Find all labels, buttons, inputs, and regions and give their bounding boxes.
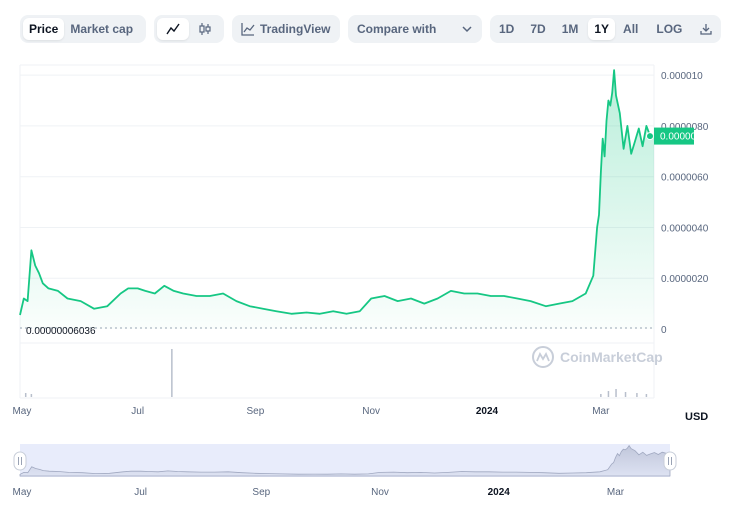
range-1d[interactable]: 1D — [499, 22, 515, 36]
min-price-label: 0.00000006036 — [26, 326, 96, 337]
navigator-label: 2024 — [488, 487, 511, 498]
candlestick-icon[interactable] — [189, 18, 221, 40]
range-1m[interactable]: 1M — [561, 22, 579, 36]
volume-bar — [624, 392, 627, 397]
currency-label: USD — [685, 411, 709, 423]
y-tick-label: 0.0000060 — [661, 173, 709, 184]
range-navigator — [20, 444, 670, 477]
volume-bar — [645, 394, 648, 397]
price-tab[interactable]: Price — [23, 18, 65, 40]
view-toggle: Price Market cap — [20, 15, 146, 43]
y-tick-label: 0.0000020 — [661, 274, 709, 285]
y-tick-label: 0 — [661, 325, 667, 336]
compare-dropdown[interactable]: Compare with — [348, 15, 482, 43]
market-cap-tab[interactable]: Market cap — [70, 22, 134, 36]
download-icon[interactable] — [694, 18, 718, 40]
current-price-badge — [654, 127, 694, 145]
watermark-text: CoinMarketCap — [560, 349, 663, 365]
line-chart-icon[interactable] — [157, 18, 189, 40]
x-tick-label: 2024 — [476, 406, 499, 417]
y-axis-labels: 00.00000200.00000400.00000600.00000800.0… — [661, 71, 709, 336]
watermark: CoinMarketCap — [532, 346, 663, 368]
navigator-label: May — [12, 487, 31, 498]
current-price-dot — [646, 132, 654, 141]
volume-bar — [607, 391, 610, 397]
x-axis-labels: May Jul Sep Nov 2024 Mar — [12, 406, 610, 417]
volume-bar — [171, 349, 173, 397]
navigator-handle-left — [13, 451, 27, 471]
x-tick-label: Nov — [362, 406, 380, 417]
range-selector: 1D 7D 1M 1Y All LOG — [490, 15, 721, 43]
tradingview-button[interactable]: TradingView — [232, 15, 340, 43]
compare-dropdown-inner[interactable]: Compare with — [351, 18, 479, 40]
navigator-handle-right — [663, 451, 677, 471]
range-1y[interactable]: 1Y — [588, 18, 616, 40]
price-area — [20, 70, 654, 329]
price-line — [19, 69, 654, 316]
navigator-label: Jul — [134, 487, 147, 498]
range-7d[interactable]: 7D — [530, 22, 546, 36]
navigator-label: Nov — [371, 487, 389, 498]
current-price-label: 0.0000076 — [660, 132, 708, 143]
navigator-labels: May Jul Sep Nov 2024 Mar — [12, 487, 624, 498]
navigator-area — [19, 444, 671, 477]
x-tick-label: May — [12, 406, 31, 417]
volume-bars — [24, 349, 648, 397]
compare-label: Compare with — [357, 22, 437, 36]
navigator-label: Sep — [252, 487, 270, 498]
volume-bar — [30, 394, 33, 397]
volume-bar — [615, 389, 617, 397]
y-tick-label: 0.0000040 — [661, 223, 709, 234]
volume-bar — [24, 393, 27, 397]
chart-area-icon — [241, 23, 255, 36]
x-tick-label: Sep — [246, 406, 264, 417]
volume-bar — [600, 394, 602, 397]
tradingview-button-inner[interactable]: TradingView — [235, 18, 336, 40]
range-all[interactable]: All — [623, 22, 639, 36]
gridlines — [20, 74, 654, 279]
log-toggle[interactable]: LOG — [656, 22, 683, 36]
y-tick-label: 0.0000080 — [661, 122, 709, 133]
y-tick-label: 0.000010 — [661, 71, 703, 82]
x-tick-label: Mar — [592, 406, 610, 417]
tradingview-label: TradingView — [260, 22, 331, 36]
navigator-label: Mar — [607, 487, 625, 498]
chart-style-toggle — [154, 15, 224, 43]
volume-bar — [636, 393, 638, 397]
chart-toolbar: Price Market cap TradingView Compare wit… — [20, 15, 731, 43]
x-tick-label: Jul — [131, 406, 144, 417]
chevron-down-icon — [462, 26, 472, 33]
coinmarketcap-logo-icon — [532, 346, 554, 368]
